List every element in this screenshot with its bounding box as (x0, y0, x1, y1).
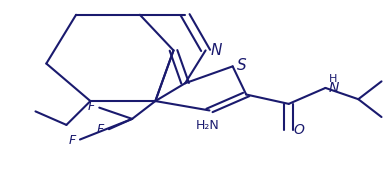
Text: S: S (237, 58, 246, 73)
Text: F: F (69, 134, 76, 147)
Text: F: F (97, 123, 104, 136)
Text: H₂N: H₂N (196, 119, 219, 132)
Text: O: O (293, 123, 304, 137)
Text: H: H (329, 74, 338, 84)
Text: N: N (210, 43, 222, 58)
Text: F: F (87, 100, 95, 113)
Text: N: N (329, 81, 339, 95)
